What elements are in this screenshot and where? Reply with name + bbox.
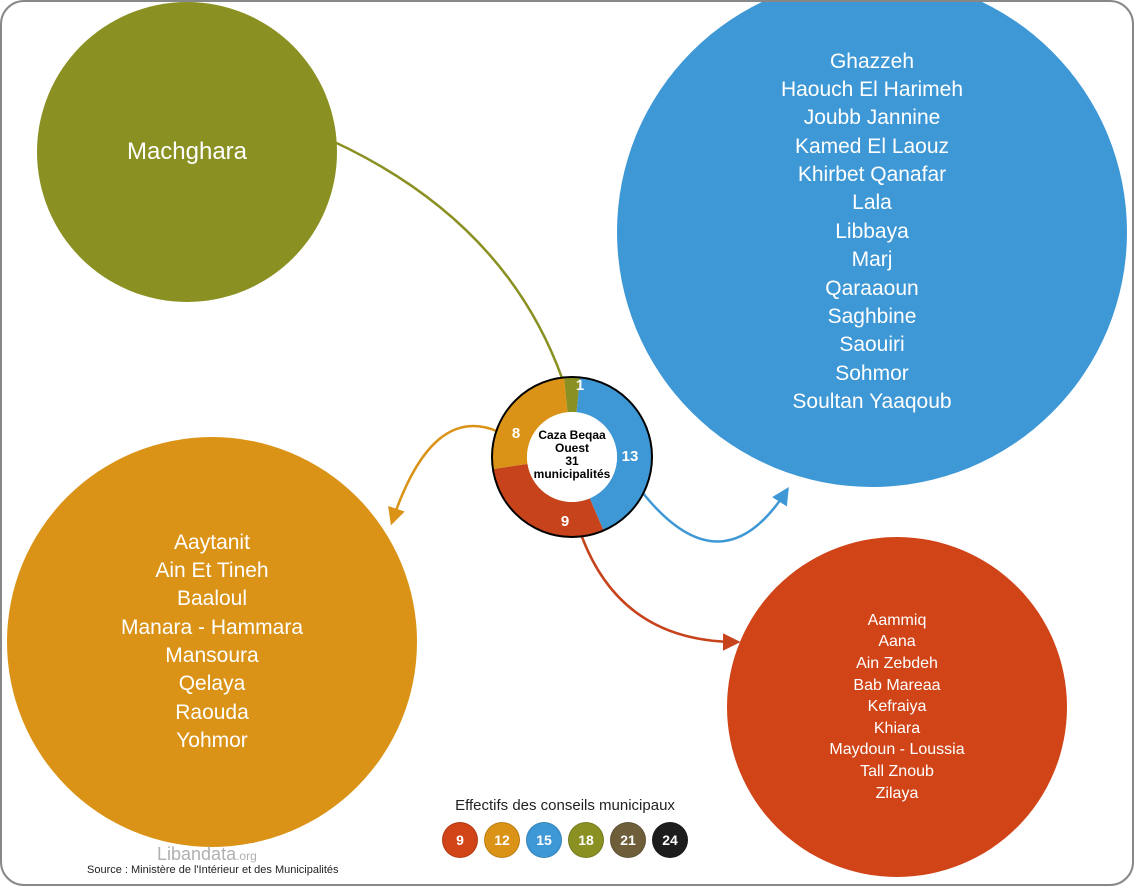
bubble-olive-items: Machghara <box>127 136 247 168</box>
bubble-item: Manara - Hammara <box>121 614 303 642</box>
bubble-item: Khirbet Qanafar <box>798 161 946 189</box>
bubble-item: Khiara <box>874 718 920 740</box>
donut-center-line: municipalités <box>534 467 611 481</box>
brand-logo: Libandata.org <box>157 844 257 865</box>
bubble-item: Sohmor <box>835 360 909 388</box>
bubble-blue-items: GhazzehHaouch El HarimehJoubb JannineKam… <box>781 48 963 416</box>
bubble-item: Baaloul <box>177 585 247 613</box>
bubble-item: Yohmor <box>176 727 248 755</box>
donut-center-line: 31 <box>565 454 579 468</box>
bubble-item: Mansoura <box>165 642 258 670</box>
bubble-orange-items: AaytanitAin Et TinehBaaloulManara - Hamm… <box>121 529 303 756</box>
legend: Effectifs des conseils municipaux 912151… <box>442 797 688 858</box>
bubble-item: Aammiq <box>868 610 927 632</box>
donut-slice-label: 8 <box>512 425 520 442</box>
bubble-item: Ain Zebdeh <box>856 653 938 675</box>
bubble-item: Saouiri <box>839 331 904 359</box>
connector-arrow <box>582 537 737 642</box>
bubble-red: AammiqAanaAin ZebdehBab MareaaKefraiyaKh… <box>727 537 1067 877</box>
legend-dot: 24 <box>652 822 688 858</box>
source-text: Source : Ministère de l'Intérieur et des… <box>87 864 339 876</box>
bubble-item: Ain Et Tineh <box>155 557 268 585</box>
bubble-blue: GhazzehHaouch El HarimehJoubb JannineKam… <box>617 0 1127 487</box>
bubble-item: Raouda <box>175 699 249 727</box>
connector-arrow <box>642 490 787 542</box>
legend-dot: 15 <box>526 822 562 858</box>
infographic-frame: Machghara GhazzehHaouch El HarimehJoubb … <box>0 0 1134 886</box>
bubble-item: Qelaya <box>179 670 246 698</box>
bubble-item: Marj <box>852 246 893 274</box>
bubble-item: Kefraiya <box>868 696 927 718</box>
legend-dot: 21 <box>610 822 646 858</box>
bubble-item: Bab Mareaa <box>853 675 940 697</box>
bubble-item: Kamed El Laouz <box>795 133 949 161</box>
bubble-item: Aana <box>878 631 915 653</box>
brand-suffix: .org <box>236 849 257 863</box>
bubble-item: Maydoun - Loussia <box>829 739 964 761</box>
donut-slice <box>564 377 580 412</box>
bubble-item: Tall Znoub <box>860 761 934 783</box>
donut-slice-label: 1 <box>576 377 584 394</box>
bubble-item: Saghbine <box>828 303 917 331</box>
bubble-orange: AaytanitAin Et TinehBaaloulManara - Hamm… <box>7 437 417 847</box>
connector-arrow <box>392 426 499 522</box>
bubble-item: Soultan Yaaqoub <box>792 388 951 416</box>
bubble-item: Haouch El Harimeh <box>781 76 963 104</box>
bubble-item: Libbaya <box>835 218 909 246</box>
bubble-olive: Machghara <box>37 2 337 302</box>
donut-slice <box>493 464 604 537</box>
donut-slice <box>577 377 652 530</box>
legend-row: 91215182124 <box>442 822 688 858</box>
bubble-red-items: AammiqAanaAin ZebdehBab MareaaKefraiyaKh… <box>829 610 964 804</box>
donut-slice-label: 9 <box>561 513 569 530</box>
bubble-item: Machghara <box>127 136 247 168</box>
bubble-item: Lala <box>852 189 892 217</box>
connector-arrow <box>312 132 562 378</box>
bubble-item: Zilaya <box>876 783 919 805</box>
bubble-item: Qaraaoun <box>825 275 918 303</box>
legend-dot: 18 <box>568 822 604 858</box>
legend-title: Effectifs des conseils municipaux <box>442 797 688 814</box>
bubble-item: Aaytanit <box>174 529 250 557</box>
legend-dot: 12 <box>484 822 520 858</box>
brand-name: Libandata <box>157 844 236 864</box>
donut-center-line: Caza Beqaa <box>538 428 606 442</box>
bubble-item: Joubb Jannine <box>804 104 941 132</box>
bubble-item: Ghazzeh <box>830 48 914 76</box>
donut-center-line: Ouest <box>555 441 589 455</box>
donut-slice <box>492 377 567 469</box>
donut-slice-label: 13 <box>622 448 639 465</box>
legend-dot: 9 <box>442 822 478 858</box>
